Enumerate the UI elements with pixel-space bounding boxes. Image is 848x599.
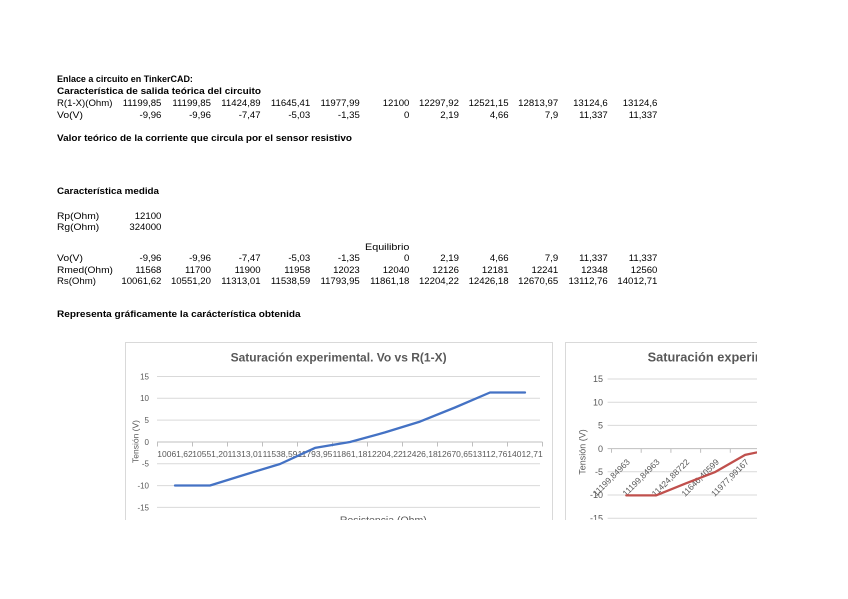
- svg-text:Tensión (V): Tensión (V): [578, 429, 588, 475]
- svg-text:12426,18: 12426,18: [402, 449, 438, 459]
- svg-text:13112,76: 13112,76: [473, 449, 508, 459]
- svg-text:0: 0: [145, 438, 150, 447]
- svg-text:-10: -10: [590, 490, 603, 500]
- svg-text:11793,95: 11793,95: [298, 449, 333, 459]
- svg-text:10: 10: [593, 397, 603, 407]
- svg-text:12670,65: 12670,65: [437, 449, 473, 459]
- svg-text:14012,71: 14012,71: [507, 449, 543, 459]
- svg-text:-15: -15: [590, 513, 603, 520]
- svg-text:11538,59: 11538,59: [263, 449, 298, 459]
- svg-text:Saturación experimental. Vo vs: Saturación experimental. Vo vs R(1-X): [648, 351, 757, 365]
- svg-text:11313,01: 11313,01: [228, 449, 263, 459]
- svg-text:-15: -15: [137, 503, 149, 512]
- svg-text:10061,62: 10061,62: [157, 449, 193, 459]
- svg-text:15: 15: [593, 374, 603, 384]
- svg-text:10551,20: 10551,20: [192, 449, 228, 459]
- svg-text:Saturación experimental. Vo vs: Saturación experimental. Vo vs R(1-X): [231, 350, 447, 364]
- svg-text:0: 0: [598, 444, 603, 454]
- svg-text:15: 15: [140, 372, 149, 381]
- svg-text:12204,22: 12204,22: [367, 449, 403, 459]
- svg-text:-5: -5: [142, 460, 150, 469]
- svg-text:10: 10: [140, 394, 149, 403]
- svg-text:11861,18: 11861,18: [333, 449, 368, 459]
- svg-text:5: 5: [145, 416, 150, 425]
- svg-text:Tensión (V): Tensión (V): [131, 420, 141, 463]
- svg-text:Resistencia (Ohm): Resistencia (Ohm): [340, 515, 427, 521]
- svg-text:5: 5: [598, 421, 603, 431]
- svg-text:-10: -10: [137, 482, 149, 491]
- svg-text:-5: -5: [595, 467, 603, 477]
